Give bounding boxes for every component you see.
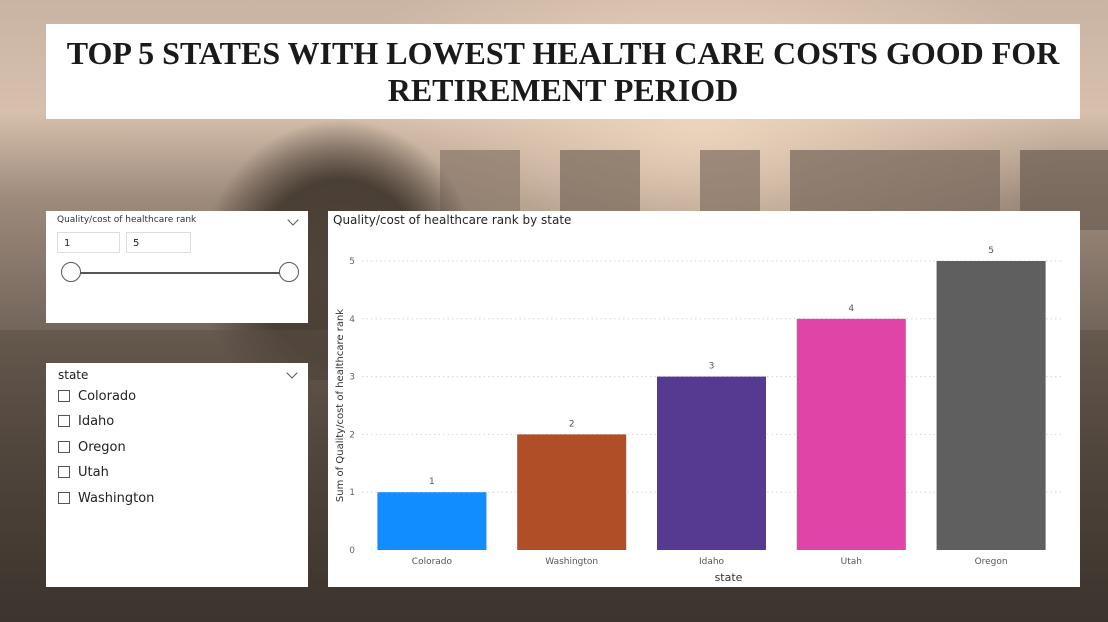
bar-chart: 0 1 2 3 4 5 1 Colorado 2 Washington 3 Idaho 4 Utah 5 Or…	[335, 246, 1061, 584]
data-label: 1	[429, 477, 435, 487]
range-min-input[interactable]: 1	[57, 232, 120, 253]
checkbox-icon[interactable]	[58, 441, 70, 453]
option-label: Oregon	[78, 439, 126, 455]
range-max-input[interactable]: 5	[126, 232, 191, 253]
option-label: Colorado	[78, 388, 137, 404]
x-tick-label: Utah	[841, 557, 862, 567]
option-label: Idaho	[78, 413, 115, 429]
state-option-oregon[interactable]: Oregon	[58, 437, 126, 457]
state-slicer: state Colorado Idaho Oregon Utah Washing…	[46, 363, 308, 587]
y-tick-label: 3	[349, 373, 355, 383]
y-tick-label: 5	[349, 257, 355, 267]
data-label: 4	[848, 304, 854, 314]
option-label: Washington	[78, 490, 155, 506]
y-tick-label: 1	[349, 488, 355, 498]
data-label: 3	[709, 362, 715, 372]
bar	[936, 261, 1046, 550]
bar	[656, 376, 767, 550]
data-label: 2	[569, 419, 575, 429]
slicer-title: Quality/cost of healthcare rank	[57, 215, 197, 225]
slider-track[interactable]	[71, 272, 290, 274]
page-title: TOP 5 STATES WITH LOWEST HEALTH CARE COS…	[66, 34, 1060, 108]
state-option-idaho[interactable]: Idaho	[58, 411, 114, 431]
option-label: Utah	[78, 464, 109, 480]
bar-chart-card: Quality/cost of healthcare rank by state…	[328, 211, 1080, 587]
bar	[377, 492, 487, 550]
y-axis-title: Sum of Quality/cost of healthcare rank	[335, 309, 346, 502]
title-card: TOP 5 STATES WITH LOWEST HEALTH CARE COS…	[46, 24, 1080, 119]
slider-max-handle[interactable]	[279, 262, 299, 282]
bar	[517, 434, 627, 550]
x-axis-title: state	[715, 571, 743, 584]
y-tick-label: 0	[349, 546, 355, 556]
y-tick-label: 2	[349, 430, 355, 440]
chevron-down-icon[interactable]	[286, 367, 298, 379]
x-tick-label: Colorado	[412, 557, 453, 567]
checkbox-icon[interactable]	[58, 415, 70, 427]
checkbox-icon[interactable]	[58, 492, 70, 504]
slicer-title: state	[58, 368, 89, 382]
bar	[796, 318, 906, 550]
data-label: 5	[988, 246, 994, 256]
chevron-down-icon[interactable]	[287, 214, 299, 226]
x-tick-label: Idaho	[699, 557, 725, 567]
rank-range-slicer: Quality/cost of healthcare rank 1 5	[46, 211, 308, 323]
state-option-utah[interactable]: Utah	[58, 462, 109, 482]
state-option-colorado[interactable]: Colorado	[58, 386, 136, 406]
x-tick-label: Oregon	[975, 557, 1008, 567]
x-tick-label: Washington	[545, 557, 598, 567]
checkbox-icon[interactable]	[58, 466, 70, 478]
y-tick-label: 4	[349, 315, 355, 325]
chart-title: Quality/cost of healthcare rank by state	[333, 213, 572, 227]
slider-min-handle[interactable]	[61, 262, 81, 282]
checkbox-icon[interactable]	[58, 390, 70, 402]
state-option-washington[interactable]: Washington	[58, 488, 154, 508]
